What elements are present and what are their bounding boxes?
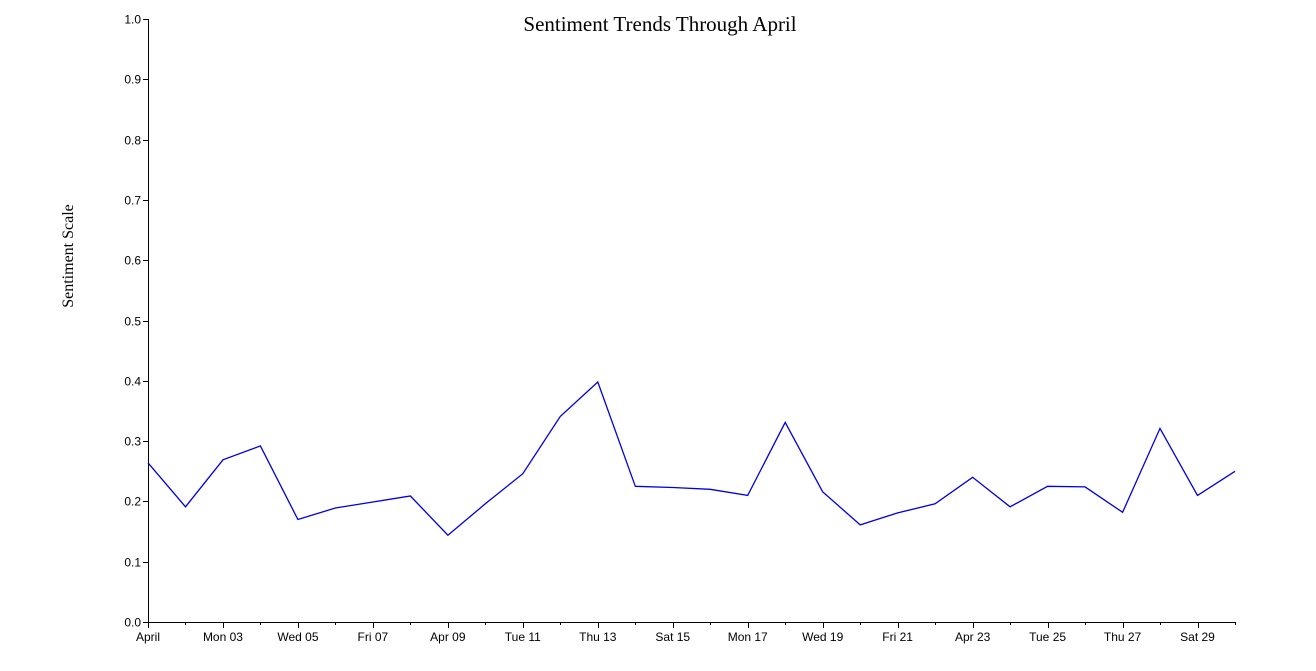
x-tick-label: Thu 13 — [579, 630, 617, 644]
x-tick-label: Sat 15 — [655, 630, 690, 644]
y-axis: 0.0 0.1 0.2 0.3 0.4 0.5 0.6 0.7 0.8 0.9 1.0 — [124, 13, 149, 630]
y-tick-label: 0.4 — [124, 375, 141, 389]
y-tick-label: 1.0 — [124, 13, 141, 27]
y-tick-label: 0.3 — [124, 435, 141, 449]
y-tick-label: 0.0 — [124, 616, 141, 630]
y-tick-label: 0.8 — [124, 134, 141, 148]
y-tick-label: 0.6 — [124, 254, 141, 268]
y-tick-label: 0.7 — [124, 194, 141, 208]
x-tick-label: Mon 03 — [203, 630, 243, 644]
y-axis-label: Sentiment Scale — [60, 204, 77, 308]
x-tick-label: Tue 25 — [1029, 630, 1066, 644]
y-tick-label: 0.2 — [124, 495, 141, 509]
x-tick-label: Fri 07 — [358, 630, 389, 644]
series-line — [147, 380, 1236, 537]
x-tick-label: Tue 11 — [505, 630, 541, 644]
x-axis: April Mon 03 Wed 05 Fri 07 Apr 09 Tue 11 Thu 1… — [136, 622, 1236, 644]
x-tick-label: April — [136, 630, 160, 644]
x-tick-label: Fri 21 — [882, 630, 913, 644]
x-tick-label: Wed 19 — [802, 630, 843, 644]
y-tick-label: 0.1 — [124, 556, 141, 570]
chart-title: Sentiment Trends Through April — [523, 12, 796, 36]
x-tick-label: Apr 23 — [955, 630, 991, 644]
x-tick-label: Thu 27 — [1104, 630, 1142, 644]
x-tick-label: Apr 09 — [430, 630, 466, 644]
x-tick-label: Mon 17 — [728, 630, 768, 644]
x-tick-label: Sat 29 — [1180, 630, 1215, 644]
y-tick-label: 0.5 — [124, 315, 141, 329]
x-tick-label: Wed 05 — [277, 630, 318, 644]
plot-area — [147, 380, 1236, 537]
y-tick-label: 0.9 — [124, 73, 141, 87]
